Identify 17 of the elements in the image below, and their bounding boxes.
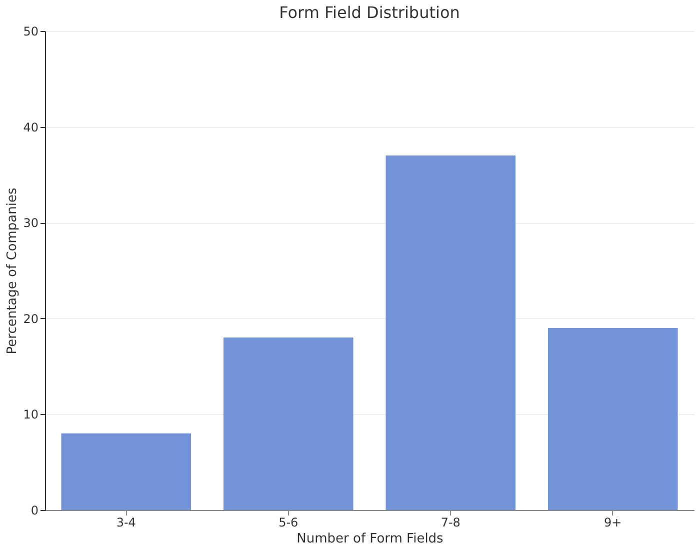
y-tick-label: 40 (23, 120, 38, 134)
bar (223, 338, 354, 510)
y-tick-label: 10 (23, 408, 38, 422)
bar (61, 433, 192, 510)
bar (386, 156, 516, 510)
y-tick-label: 50 (23, 24, 38, 38)
y-tick-label: 20 (23, 312, 38, 326)
y-tick-label: 0 (30, 504, 38, 518)
y-tick-label: 30 (23, 216, 38, 230)
x-tick-label: 9+ (604, 516, 622, 530)
x-tick-label: 7-8 (440, 516, 460, 530)
x-tick-label: 5-6 (278, 516, 298, 530)
x-tick-label: 3-4 (116, 516, 136, 530)
chart-title: Form Field Distribution (279, 3, 460, 22)
bar (548, 328, 678, 510)
x-axis-title: Number of Form Fields (296, 532, 444, 546)
y-axis-title: Percentage of Companies (5, 188, 20, 354)
